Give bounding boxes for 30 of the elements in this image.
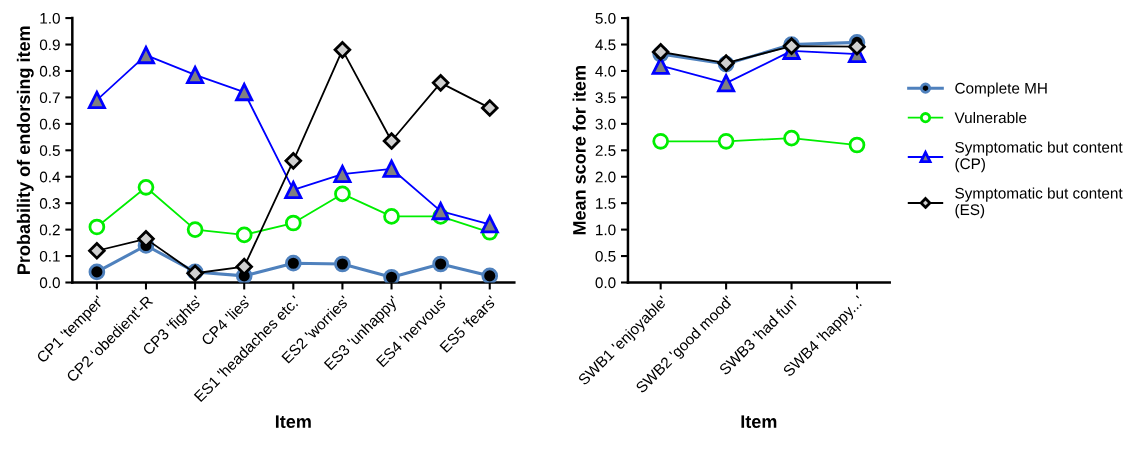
y-tick-label: 3.5 <box>595 92 616 104</box>
y-axis-title: Mean score for item <box>572 66 586 235</box>
y-tick-label: 3.0 <box>595 118 616 130</box>
x-axis-title: Item <box>275 415 311 428</box>
y-tick-label: 4.5 <box>595 39 616 51</box>
y-tick-label: 0.1 <box>39 250 60 262</box>
legend-label: Vulnerable <box>954 111 1027 124</box>
y-tick-label: 1.0 <box>40 12 60 24</box>
legend-label: Complete MH <box>955 82 1047 97</box>
y-tick-label: 0.0 <box>39 277 60 289</box>
y-tick-label: 4.0 <box>595 65 616 77</box>
y-tick-label: 2.0 <box>595 171 616 183</box>
y-tick-label: 0.5 <box>595 250 616 262</box>
y-tick-label: 0.0 <box>595 277 616 289</box>
x-axis-title: Item <box>741 415 777 428</box>
y-axis-title: Probability of endorsing item <box>16 26 34 274</box>
y-tick-label: 0.3 <box>39 198 60 209</box>
legend-label: Symptomatic but content (ES) <box>955 187 1123 219</box>
y-tick-label: 2.5 <box>595 145 616 156</box>
legend-label: Symptomatic but content (CP) <box>955 141 1123 173</box>
y-tick-label: 0.5 <box>39 145 60 156</box>
y-tick-label: 5.0 <box>595 12 616 24</box>
y-tick-label: 0.9 <box>39 39 60 51</box>
y-tick-label: 0.8 <box>39 65 60 77</box>
y-tick-label: 1.0 <box>596 224 616 236</box>
y-tick-label: 0.2 <box>39 224 60 236</box>
y-tick-label: 0.4 <box>39 171 61 183</box>
y-tick-label: 0.7 <box>39 92 60 104</box>
y-tick-label: 1.5 <box>596 198 616 209</box>
y-tick-label: 0.6 <box>39 118 60 130</box>
